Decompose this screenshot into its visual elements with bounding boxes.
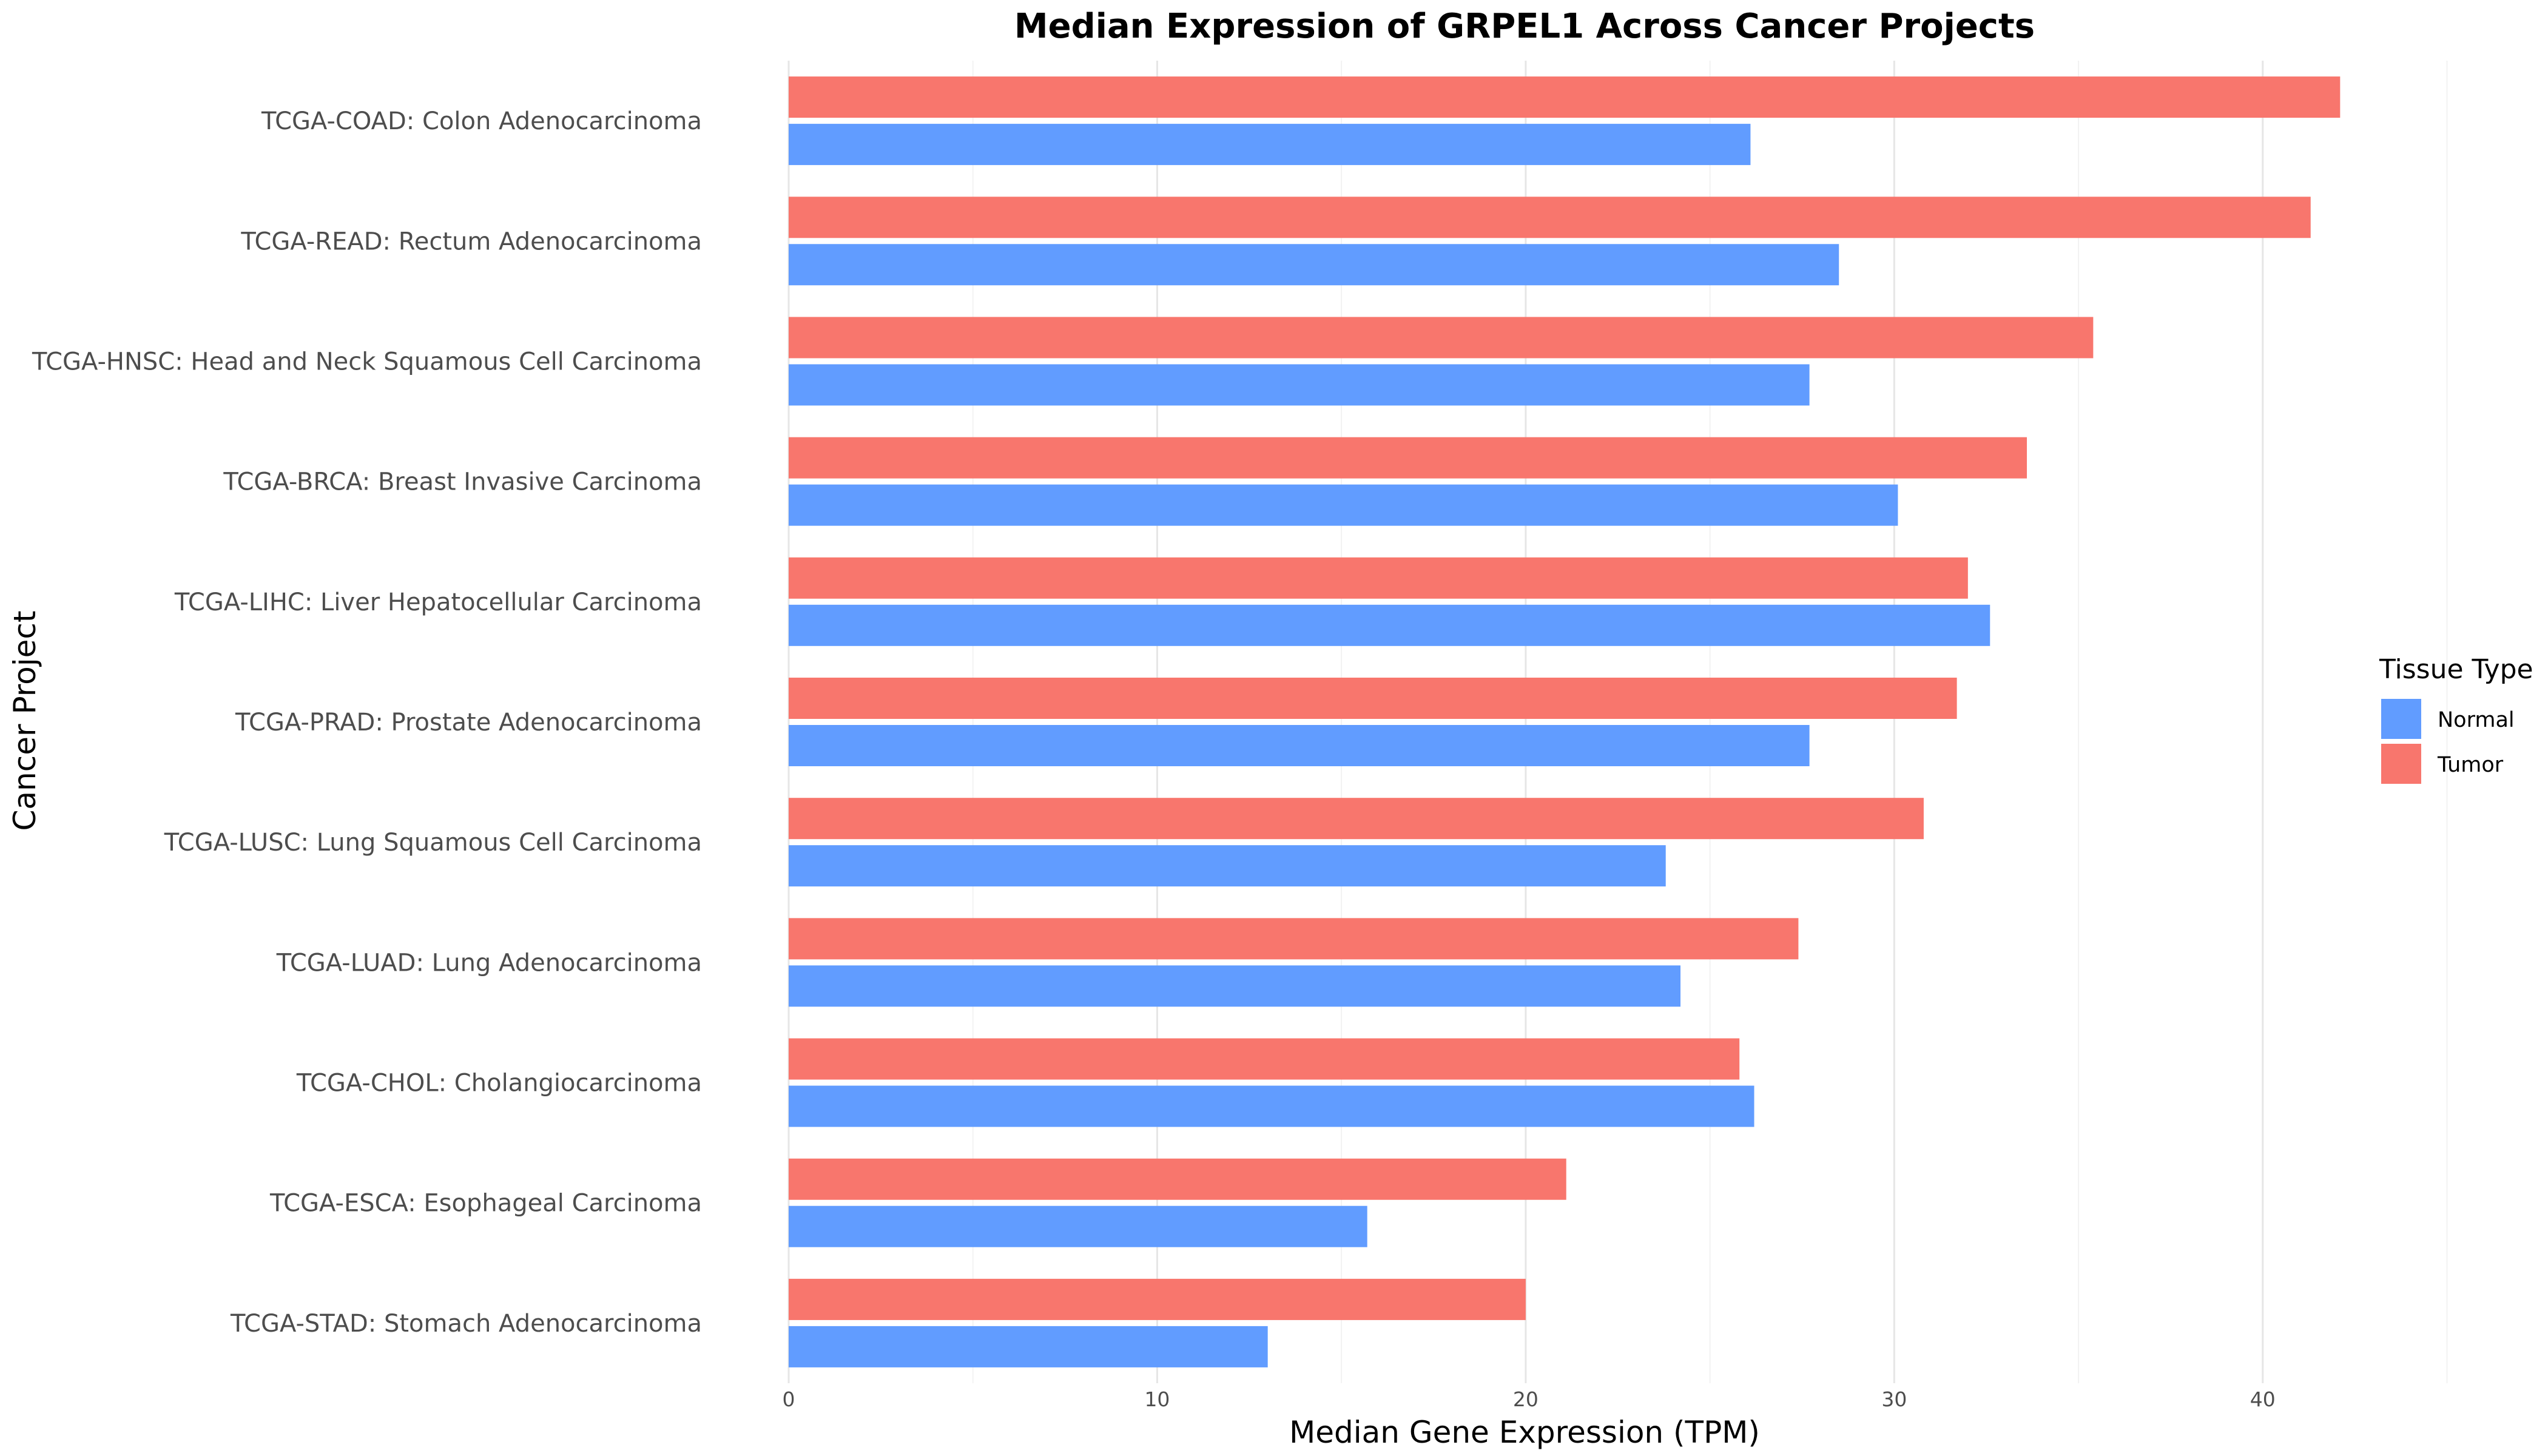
x-tick-label: 10 bbox=[1144, 1387, 1170, 1411]
bar-normal bbox=[789, 604, 1990, 646]
legend-swatch-normal bbox=[2381, 699, 2421, 739]
bar-tumor bbox=[789, 317, 2094, 359]
legend-label-tumor: Tumor bbox=[2437, 753, 2504, 777]
x-tick-labels: 0 10 20 30 40 bbox=[783, 1387, 2276, 1411]
bar-normal bbox=[789, 1205, 1367, 1247]
category-label: TCGA-ESCA: Esophageal Carcinoma bbox=[269, 1190, 702, 1218]
category-label: TCGA-LUSC: Lung Squamous Cell Carcinoma bbox=[164, 829, 702, 857]
category-label: TCGA-BRCA: Breast Invasive Carcinoma bbox=[223, 468, 702, 496]
bar-normal bbox=[789, 965, 1681, 1007]
bar-normal bbox=[789, 1085, 1754, 1127]
category-label: TCGA-COAD: Colon Adenocarcinoma bbox=[261, 107, 702, 135]
legend-label-normal: Normal bbox=[2438, 708, 2515, 732]
legend-title: Tissue Type bbox=[2379, 654, 2533, 685]
bar-tumor bbox=[789, 197, 2311, 238]
bar-normal bbox=[789, 725, 1810, 766]
bar-tumor bbox=[789, 1158, 1566, 1200]
x-axis-title: Median Gene Expression (TPM) bbox=[1289, 1415, 1760, 1450]
bar-normal bbox=[789, 364, 1810, 406]
legend-swatch-tumor bbox=[2381, 744, 2421, 784]
x-tick-label: 40 bbox=[2250, 1387, 2276, 1411]
bar-normal bbox=[789, 845, 1666, 887]
chart-title: Median Expression of GRPEL1 Across Cance… bbox=[1014, 7, 2035, 46]
bar-tumor bbox=[789, 1278, 1526, 1320]
y-axis-title: Cancer Project bbox=[7, 610, 42, 831]
x-tick-label: 0 bbox=[783, 1387, 795, 1411]
category-label: TCGA-LIHC: Liver Hepatocellular Carcinom… bbox=[174, 588, 702, 616]
category-label: TCGA-PRAD: Prostate Adenocarcinoma bbox=[235, 709, 702, 736]
bar-normal bbox=[789, 484, 1898, 526]
x-tick-label: 30 bbox=[1881, 1387, 1907, 1411]
category-label: TCGA-HNSC: Head and Neck Squamous Cell C… bbox=[32, 348, 702, 376]
category-label: TCGA-CHOL: Cholangiocarcinoma bbox=[296, 1070, 702, 1097]
bar-normal bbox=[789, 244, 1839, 286]
bar-tumor bbox=[789, 1038, 1740, 1080]
category-label: TCGA-LUAD: Lung Adenocarcinoma bbox=[276, 949, 702, 977]
x-tick-label: 20 bbox=[1513, 1387, 1539, 1411]
category-label: TCGA-READ: Rectum Adenocarcinoma bbox=[240, 228, 702, 255]
bar-tumor bbox=[789, 557, 1968, 599]
bar-tumor bbox=[789, 76, 2341, 118]
bar-normal bbox=[789, 1326, 1268, 1367]
bar-tumor bbox=[789, 798, 1924, 840]
bar-normal bbox=[789, 124, 1751, 166]
bar-tumor bbox=[789, 678, 1957, 719]
legend: Tissue Type Normal Tumor bbox=[2379, 654, 2533, 784]
category-label: TCGA-STAD: Stomach Adenocarcinoma bbox=[230, 1310, 702, 1338]
category-labels: TCGA-COAD: Colon Adenocarcinoma TCGA-READ… bbox=[32, 107, 702, 1338]
bar-tumor bbox=[789, 437, 2027, 479]
bar-tumor bbox=[789, 918, 1799, 960]
bars bbox=[789, 76, 2341, 1367]
